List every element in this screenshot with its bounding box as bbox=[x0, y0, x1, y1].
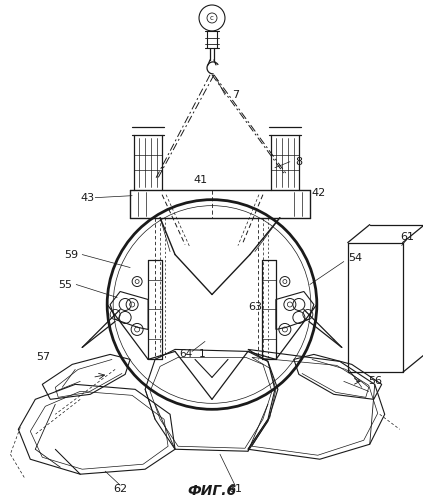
Text: 64: 64 bbox=[179, 350, 192, 360]
Text: 61: 61 bbox=[228, 484, 242, 494]
Text: 55: 55 bbox=[58, 280, 72, 289]
Text: 57: 57 bbox=[36, 352, 50, 362]
Text: 54: 54 bbox=[348, 252, 362, 262]
Text: 63: 63 bbox=[248, 302, 262, 312]
Text: 59: 59 bbox=[64, 250, 78, 260]
Text: ФИГ.6: ФИГ.6 bbox=[187, 484, 236, 498]
Text: 1: 1 bbox=[199, 350, 205, 360]
Text: 41: 41 bbox=[193, 174, 207, 184]
Text: 7: 7 bbox=[232, 90, 239, 100]
Text: c: c bbox=[210, 15, 214, 21]
Text: 43: 43 bbox=[80, 192, 94, 202]
Text: 56: 56 bbox=[368, 376, 382, 386]
Text: 8: 8 bbox=[295, 156, 302, 166]
Text: 61: 61 bbox=[401, 232, 415, 241]
Text: 42: 42 bbox=[312, 188, 326, 198]
Text: 62: 62 bbox=[113, 484, 127, 494]
